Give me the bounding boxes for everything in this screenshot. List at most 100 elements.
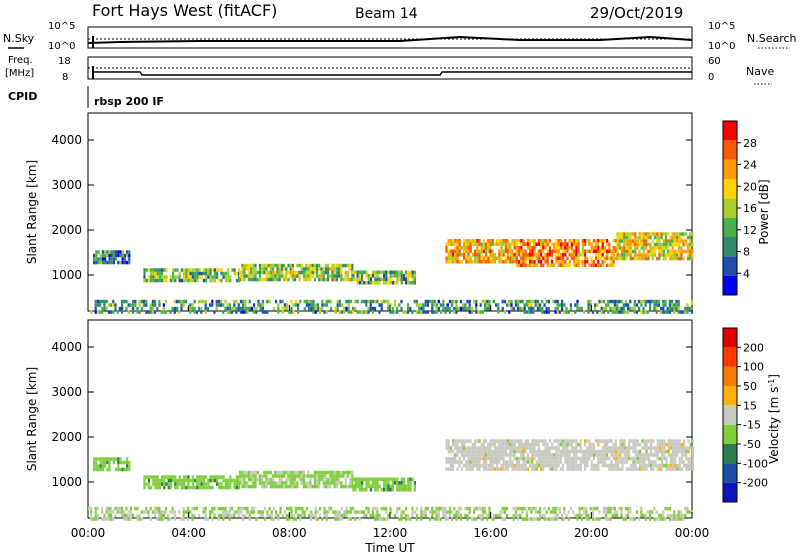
velocity-cell	[129, 506, 132, 511]
power-cell	[391, 310, 394, 314]
power-cell	[616, 303, 619, 307]
velocity-cell	[621, 456, 624, 461]
velocity-cell	[147, 513, 150, 518]
velocity-cell	[584, 467, 587, 471]
velocity-cell	[476, 467, 479, 471]
power-cell	[590, 249, 593, 253]
velocity-cell	[554, 513, 557, 518]
power-cell	[678, 235, 681, 240]
velocity-cell	[226, 510, 229, 514]
velocity-cell	[643, 442, 646, 447]
velocity-cell	[597, 439, 600, 443]
velocity-cell	[606, 463, 609, 468]
power-cell	[551, 242, 554, 246]
power-cell	[112, 253, 115, 258]
power-cell	[121, 306, 124, 311]
velocity-cell	[331, 474, 334, 478]
power-cell	[513, 260, 516, 264]
power-cell	[115, 253, 118, 258]
velocity-cell	[540, 453, 543, 457]
power-cell	[300, 267, 303, 271]
velocity-cell	[613, 513, 616, 518]
power-cell	[302, 270, 305, 275]
velocity-cell	[209, 478, 212, 483]
power-cell	[213, 278, 216, 283]
power-cell	[525, 310, 528, 314]
velocity-cell	[518, 449, 521, 454]
velocity-cell	[193, 513, 196, 518]
velocity-cell	[491, 439, 494, 443]
velocity-cell	[145, 482, 148, 486]
velocity-cell	[641, 439, 644, 443]
velocity-cell	[147, 475, 150, 479]
power-cell	[504, 256, 507, 260]
velocity-cell	[520, 463, 523, 468]
power-cell	[523, 306, 526, 311]
velocity-cell	[454, 456, 457, 461]
velocity-cell	[661, 439, 664, 443]
velocity-cell	[640, 506, 643, 511]
power-cell	[684, 249, 687, 254]
velocity-cell	[658, 449, 661, 454]
velocity-cell	[660, 517, 663, 521]
velocity-cell	[504, 463, 507, 468]
power-cell	[636, 246, 639, 250]
velocity-cell	[597, 456, 600, 461]
velocity-cell	[433, 517, 436, 521]
power-cell	[489, 242, 492, 246]
power-cell	[595, 239, 598, 243]
velocity-cell	[539, 510, 542, 514]
power-cell	[149, 303, 152, 307]
nsearch-label: N.Search	[747, 32, 797, 45]
velocity-cell	[143, 510, 146, 514]
power-cell	[162, 303, 165, 307]
velocity-cell	[180, 485, 183, 490]
velocity-cell	[222, 510, 225, 514]
velocity-cell	[485, 467, 488, 471]
power-cell	[250, 263, 253, 268]
velocity-cell	[154, 510, 157, 514]
power-cell	[662, 306, 665, 311]
power-cell	[229, 278, 232, 283]
velocity-cell	[628, 449, 631, 454]
power-cell	[387, 299, 390, 304]
velocity-cell	[474, 453, 477, 457]
power-cell	[478, 256, 481, 260]
power-cell	[150, 278, 153, 283]
power-cell	[374, 306, 377, 311]
power-cell	[542, 246, 545, 250]
velocity-cell	[318, 481, 321, 485]
power-cell	[618, 235, 621, 240]
velocity-cell	[409, 481, 412, 485]
power-cell	[551, 260, 554, 264]
velocity-cell	[169, 517, 172, 521]
velocity-cell	[99, 460, 102, 465]
velocity-cell	[611, 513, 614, 518]
velocity-cell	[363, 477, 366, 481]
power-cell	[651, 256, 654, 261]
velocity-cell	[327, 510, 330, 514]
power-cell	[522, 249, 525, 253]
velocity-cell	[596, 517, 599, 521]
velocity-cell	[529, 463, 532, 468]
velocity-cell	[459, 517, 462, 521]
velocity-cell	[502, 463, 505, 468]
velocity-cell	[222, 517, 225, 521]
velocity-cell	[632, 463, 635, 468]
power-cell	[535, 263, 538, 267]
velocity-cell	[467, 449, 470, 454]
velocity-cell	[509, 446, 512, 450]
velocity-cell	[314, 506, 317, 511]
power-cell	[610, 249, 613, 253]
velocity-cell	[677, 517, 680, 521]
power-cell	[664, 242, 668, 247]
velocity-cell	[229, 475, 232, 479]
velocity-cell	[634, 460, 637, 464]
velocity-cell	[551, 456, 554, 461]
power-cell	[498, 242, 501, 246]
power-cell	[682, 242, 685, 247]
velocity-cell	[452, 449, 455, 454]
power-cell	[673, 249, 676, 254]
velocity-cell	[167, 478, 170, 483]
power-cell	[128, 257, 131, 261]
